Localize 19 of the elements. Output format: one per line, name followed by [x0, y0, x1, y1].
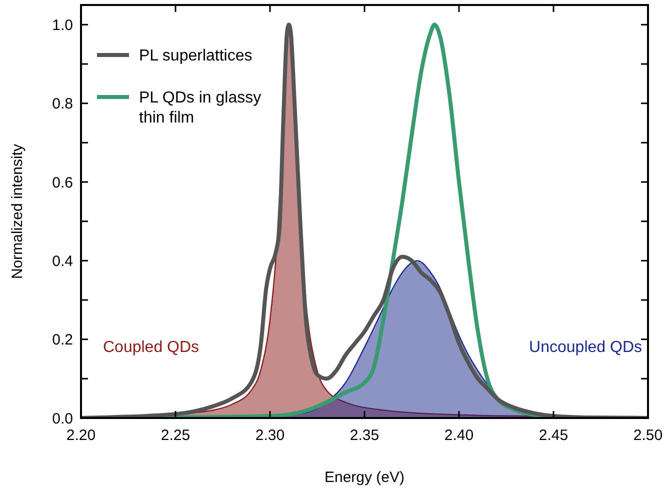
legend-label: PL QDs in glassy thin film [139, 90, 262, 127]
text: Coupled QDs [103, 338, 200, 356]
y-tick-label: 0.2 [52, 332, 73, 349]
legend-label: PL superlattices [139, 48, 252, 65]
y-tick-label: 0.6 [52, 174, 73, 192]
x-tick-label: 2.40 [444, 427, 474, 444]
x-tick-label: 2.25 [160, 427, 190, 444]
y-axis-title: Normalized intensity [9, 143, 26, 280]
text: Uncoupled QDs [529, 338, 642, 356]
y-tick-label: 0.8 [52, 96, 73, 113]
y-tick-label: 0.4 [52, 252, 73, 270]
y-tick-label: 0.0 [52, 410, 73, 428]
x-tick-label: 2.20 [66, 427, 96, 444]
x-tick-label: 2.50 [633, 427, 663, 444]
x-axis-title: Energy (eV) [324, 469, 405, 486]
x-tick-label: 2.35 [350, 427, 380, 444]
x-tick-label: 2.45 [538, 427, 568, 444]
x-tick-label: 2.30 [255, 427, 285, 444]
y-tick-label: 1.0 [52, 16, 73, 34]
